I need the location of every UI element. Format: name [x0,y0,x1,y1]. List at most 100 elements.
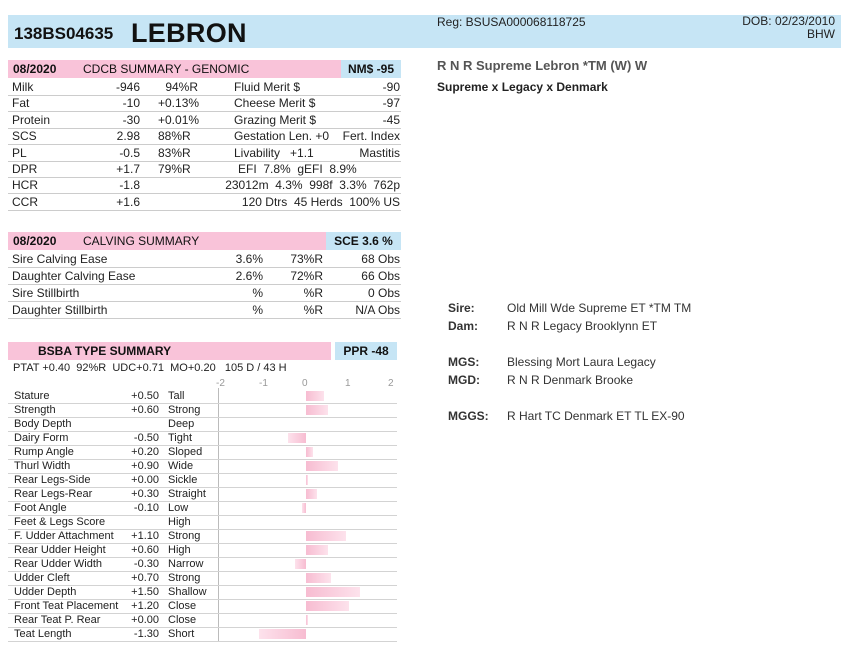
cdcb-value: 2.98 [116,129,140,144]
cdcb-trait: Fat [12,96,30,111]
type-trait-row: Dairy Form -0.50 Tight [8,431,397,446]
calving-reliability: 73%R [290,252,323,266]
trait-name: Foot Angle [14,502,67,514]
cdcb-reliability: +0.13% [158,96,200,111]
cdcb-value: -0.5 [119,145,140,160]
type-trait-row: Stature +0.50 Tall [8,389,397,404]
cdcb-daughter-info: 23012m 4.3% 998f 3.3% 762p [225,178,400,193]
trait-bar [306,545,328,555]
type-trait-row: Front Teat Placement +1.20 Close [8,599,397,614]
calving-trait: Daughter Calving Ease [12,269,136,283]
cdcb-row: PL -0.5 83%R Livability +1.1 Mastitis [8,145,401,162]
calving-reliability: %R [303,286,323,300]
pedigree-line: Supreme x Legacy x Denmark [437,80,608,94]
trait-value: -1.30 [133,628,159,640]
trait-descriptor: Strong [168,530,201,542]
cdcb-reliability: 79%R [158,162,191,176]
cdcb-value: -30 [122,112,140,127]
cdcb-reliability: 88%R [158,129,191,144]
cdcb-value: -10 [122,96,140,111]
type-header: BSBA TYPE SUMMARY PPR -48 [8,342,397,360]
trait-descriptor: Narrow [168,558,204,570]
trait-descriptor: Close [168,614,197,626]
type-trait-row: Udder Cleft +0.70 Strong [8,571,397,586]
calving-trait: Sire Calving Ease [12,252,108,266]
cdcb-index-value: -90 [382,80,400,94]
cdcb-index-label: Fluid Merit $ [234,80,301,94]
cdcb-value: +1.6 [116,194,140,209]
trait-name: Front Teat Placement [14,600,119,612]
cdcb-trait: Milk [12,80,34,94]
trait-bar [306,531,346,541]
nm-dollar-badge: NM$ -95 [341,60,401,78]
cdcb-reliability: +0.01% [158,112,200,127]
trait-name: Teat Length [14,628,72,640]
calving-obs: 66 Obs [361,269,400,283]
trait-descriptor: Straight [168,488,206,500]
pedigree-label: MGS: [448,355,480,369]
cdcb-title: CDCB SUMMARY - GENOMIC [73,60,347,78]
calving-obs: 68 Obs [361,252,400,266]
type-trait-row: Rear Legs-Rear +0.30 Straight [8,487,397,502]
axis-tick-label: -2 [216,378,225,389]
trait-name: Body Depth [14,418,72,430]
calving-value: 3.6% [235,252,263,266]
trait-descriptor: High [168,544,191,556]
trait-value: +0.60 [131,544,159,556]
trait-name: Rear Legs-Rear [14,488,93,500]
trait-bar [306,447,314,457]
calving-date: 08/2020 [8,232,75,250]
trait-name: Feet & Legs Score [14,516,106,528]
breed-code: BHW [807,27,835,41]
pedigree-value: Old Mill Wde Supreme ET *TM TM [507,301,692,315]
trait-bar [306,573,332,583]
axis-tick-label: 2 [388,378,394,389]
pedigree-value: R N R Legacy Brooklynn ET [507,319,658,333]
trait-descriptor: High [168,516,191,528]
trait-name: F. Udder Attachment [14,530,114,542]
cdcb-index-value: -97 [382,96,400,111]
trait-bar [306,601,350,611]
calving-obs: 0 Obs [367,286,400,300]
registration-number: 138BS04635 [14,24,114,43]
calving-title: CALVING SUMMARY [73,232,332,250]
pedigree-value: R Hart TC Denmark ET TL EX-90 [507,409,685,423]
animal-name: LEBRON [131,18,247,48]
registered-name: R N R Supreme Lebron *TM (W) W [437,58,648,73]
cdcb-header: 08/2020 CDCB SUMMARY - GENOMIC NM$ -95 [8,60,401,78]
calving-value: % [252,303,263,317]
trait-name: Stature [14,390,50,402]
trait-value: +0.30 [131,488,159,500]
trait-descriptor: Strong [168,572,201,584]
type-trait-row: Foot Angle -0.10 Low [8,501,397,516]
trait-bar [306,587,360,597]
type-trait-row: Thurl Width +0.90 Wide [8,459,397,474]
pedigree-value: R N R Denmark Brooke [507,373,634,387]
trait-name: Udder Cleft [14,572,70,584]
date-of-birth: DOB: 02/23/2010 BHW [742,15,835,41]
cdcb-value: +1.7 [116,162,140,176]
type-trait-row: Rear Udder Height +0.60 High [8,543,397,558]
cdcb-row: SCS 2.98 88%R Gestation Len. +0 Fert. Index [8,128,401,146]
cdcb-row: Protein -30 +0.01% Grazing Merit $ -45 [8,112,401,129]
cdcb-trait: CCR [12,194,38,209]
pedigree-label: Sire: [448,301,475,315]
trait-descriptor: Shallow [168,586,207,598]
calving-obs: N/A Obs [355,303,400,317]
cdcb-index-label: Gestation Len. +0 [234,129,330,144]
trait-value: +1.50 [131,586,159,598]
type-trait-row: Rear Legs-Side +0.00 Sickle [8,473,397,488]
trait-descriptor: Close [168,600,197,612]
trait-bar [306,391,324,401]
sce-badge: SCE 3.6 % [326,232,401,250]
cdcb-row: Milk -946 94%R Fluid Merit $ -90 [8,79,401,96]
cdcb-index-value: -45 [382,112,400,127]
header-banner [8,15,841,48]
cdcb-efi: EFI 7.8% gEFI 8.9% [238,162,357,176]
type-trait-row: F. Udder Attachment +1.10 Strong [8,529,397,544]
trait-name: Rear Legs-Side [14,474,91,486]
trait-value: +0.20 [131,446,159,458]
cdcb-daughter-info: 120 Dtrs 45 Herds 100% US [241,194,400,209]
trait-value: +0.00 [131,474,159,486]
trait-value: -0.30 [133,558,159,570]
